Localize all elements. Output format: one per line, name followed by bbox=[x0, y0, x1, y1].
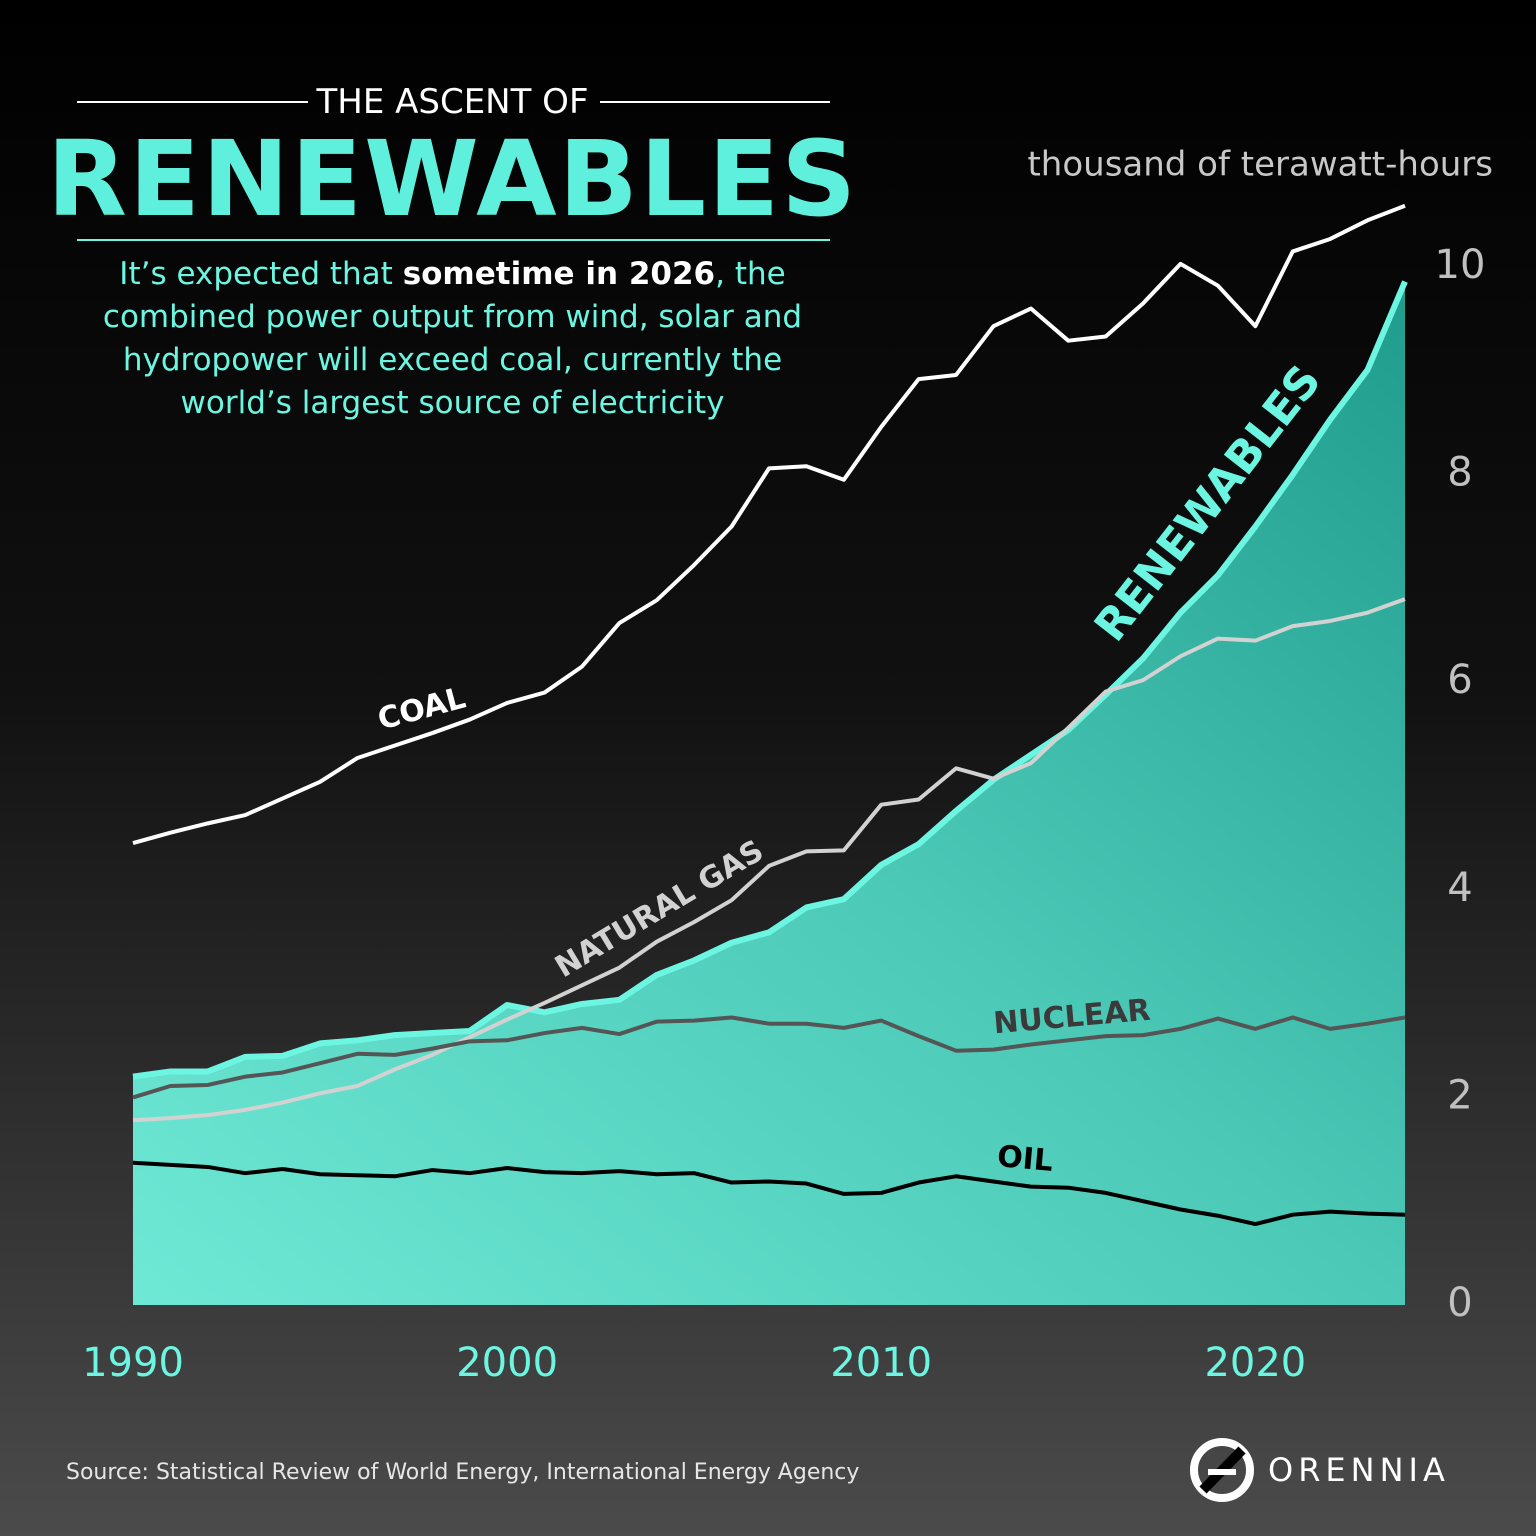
y-tick-label: 6 bbox=[1447, 657, 1472, 703]
series-label: COAL bbox=[374, 681, 469, 738]
x-tick-label: 1990 bbox=[82, 1340, 184, 1386]
line bbox=[132, 1160, 1406, 1227]
subtitle: It’s expected that sometime in 2026, the… bbox=[80, 253, 825, 425]
line bbox=[132, 597, 1406, 1123]
x-tick-label: 2010 bbox=[830, 1340, 932, 1386]
source: Source: Statistical Review of World Ener… bbox=[66, 1460, 859, 1485]
y-tick-label: 8 bbox=[1447, 450, 1472, 496]
line bbox=[132, 1015, 1406, 1100]
series-label: OIL bbox=[996, 1139, 1055, 1179]
kicker: THE ASCENT OF bbox=[316, 82, 589, 122]
x-tick-label: 2020 bbox=[1204, 1340, 1306, 1386]
y-tick-label: 2 bbox=[1447, 1072, 1472, 1118]
subtitle-text: , the combined power output from wind, s… bbox=[102, 256, 803, 421]
y-tick-label: 10 bbox=[1435, 242, 1486, 288]
x-tick-label: 2000 bbox=[456, 1340, 558, 1386]
logo: ORENNIA bbox=[1268, 1451, 1450, 1489]
line bbox=[132, 280, 1408, 1080]
title: RENEWABLES bbox=[46, 118, 859, 240]
y-tick-label: 0 bbox=[1447, 1280, 1472, 1326]
y-tick-label: 4 bbox=[1447, 865, 1472, 911]
subtitle-text: It’s expected that bbox=[119, 256, 403, 292]
subtitle-highlight: sometime in 2026 bbox=[402, 256, 716, 292]
logo-icon bbox=[1190, 1438, 1254, 1502]
area bbox=[133, 281, 1405, 1306]
y-axis-label: thousand of terawatt-hours bbox=[1027, 145, 1493, 185]
line bbox=[132, 203, 1406, 846]
